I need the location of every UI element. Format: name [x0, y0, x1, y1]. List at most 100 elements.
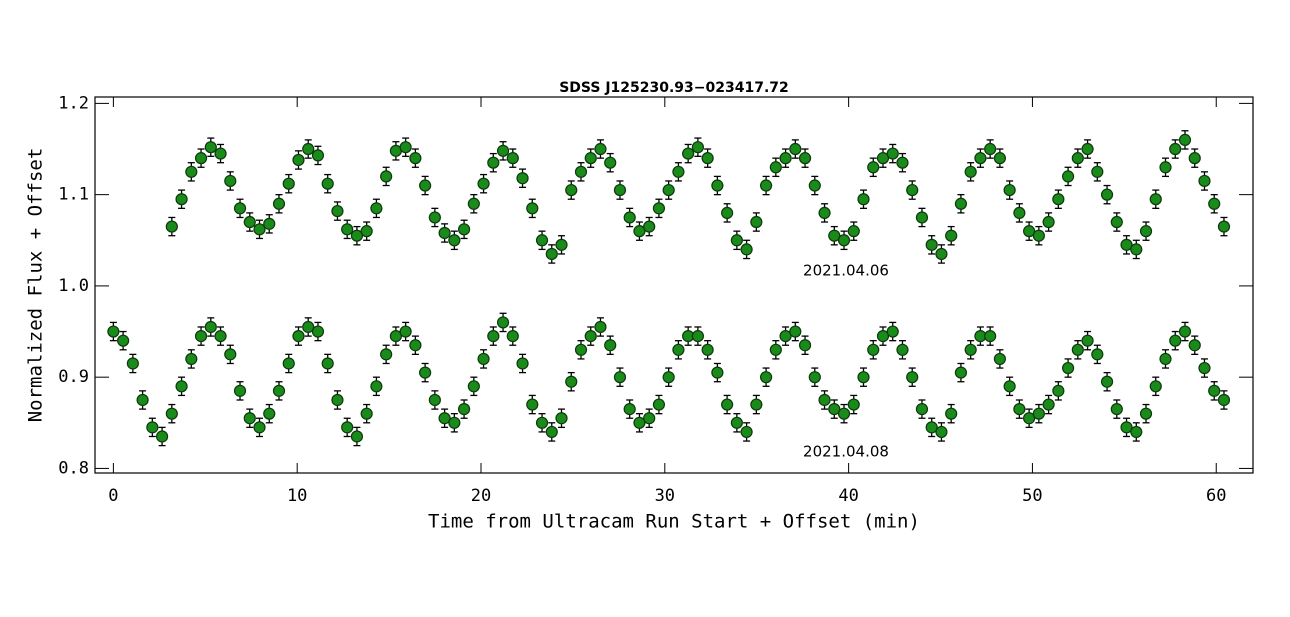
data-point [750, 215, 763, 229]
data-point [487, 330, 500, 343]
data-point [828, 403, 841, 416]
data-point [1052, 384, 1065, 397]
data-point [643, 412, 656, 425]
data-point [1149, 193, 1162, 206]
data-point [925, 421, 938, 434]
data-point [1081, 142, 1094, 156]
data-point [954, 197, 968, 210]
data-point [945, 229, 958, 242]
data-point [526, 202, 539, 215]
data-point [516, 357, 529, 370]
data-point [837, 234, 851, 247]
data-point [1081, 334, 1094, 347]
data-point [759, 179, 773, 192]
data-point [721, 398, 734, 411]
data-point [1032, 407, 1045, 420]
data-point [331, 393, 344, 407]
data-point [1110, 403, 1123, 416]
data-point [1159, 352, 1172, 366]
data-point [438, 412, 451, 425]
data-point [214, 147, 227, 160]
data-point [175, 380, 188, 393]
data-point [233, 202, 247, 215]
data-point [954, 366, 968, 379]
data-point [263, 407, 276, 420]
data-point [350, 229, 364, 242]
data-point [1091, 348, 1104, 361]
data-point [457, 223, 471, 236]
data-point [496, 316, 510, 329]
data-point [1198, 174, 1211, 188]
data-point [292, 153, 305, 167]
data-point [730, 234, 743, 247]
data-point [584, 330, 597, 343]
data-point [672, 165, 685, 178]
data-point [233, 384, 247, 397]
data-point [1042, 215, 1055, 229]
data-point [1208, 197, 1221, 210]
data-point [253, 421, 266, 434]
data-point [789, 142, 802, 156]
data-point [535, 234, 549, 247]
data-point [526, 398, 539, 411]
data-point [886, 147, 899, 160]
data-point [935, 425, 948, 439]
data-point [964, 165, 977, 178]
y-axis-title: Normalized Flux + Offset [25, 148, 47, 423]
y-tick-label: 1.2 [58, 93, 89, 113]
data-point [448, 416, 461, 429]
data-point [993, 152, 1006, 165]
data-point [779, 330, 792, 343]
x-tick-label: 60 [1206, 486, 1226, 506]
data-point [506, 152, 519, 165]
data-point [721, 206, 734, 220]
data-point [701, 343, 714, 356]
data-point [136, 393, 149, 407]
data-point [1178, 133, 1192, 146]
data-point [1217, 220, 1231, 233]
data-point [1120, 238, 1133, 251]
data-point [302, 142, 315, 156]
data-point [477, 177, 490, 190]
data-point [1178, 325, 1192, 338]
data-point [126, 357, 139, 370]
data-point [1217, 393, 1231, 407]
data-point [730, 416, 743, 429]
data-point [906, 183, 919, 197]
data-point [925, 238, 938, 251]
data-point [945, 407, 958, 420]
x-axis-title: Time from Ultracam Run Start + Offset (m… [428, 511, 920, 533]
data-point [886, 325, 899, 338]
data-point [1003, 380, 1016, 393]
chart-title: SDSS J125230.93−023417.72 [559, 80, 789, 96]
data-point [117, 334, 130, 347]
data-point [1208, 384, 1221, 397]
data-point [1169, 142, 1182, 156]
data-point [487, 156, 500, 169]
data-point [194, 330, 208, 343]
data-point [428, 393, 441, 407]
data-point [302, 320, 315, 334]
data-point [1013, 403, 1026, 416]
data-point [185, 165, 198, 178]
data-point [1159, 161, 1172, 174]
data-point [1100, 188, 1114, 201]
data-point [565, 375, 578, 388]
data-point [243, 412, 256, 425]
x-tick-label: 50 [1022, 486, 1042, 506]
data-point [496, 144, 510, 157]
data-point [808, 371, 821, 384]
data-point [1071, 152, 1084, 165]
data-point [545, 425, 558, 439]
data-point [682, 147, 695, 160]
data-point [1100, 375, 1114, 388]
data-point [662, 183, 675, 197]
data-point [155, 430, 169, 443]
data-point [331, 204, 344, 218]
data-point [165, 407, 178, 420]
data-point [711, 366, 724, 379]
data-point [175, 193, 188, 206]
data-point [915, 211, 929, 224]
data-point [623, 403, 636, 416]
